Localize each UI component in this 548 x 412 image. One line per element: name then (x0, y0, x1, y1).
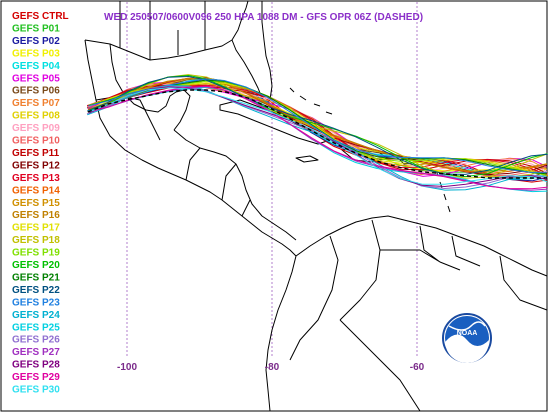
legend-item-18: GEFS P18 (12, 235, 60, 246)
legend-item-24: GEFS P24 (12, 310, 60, 321)
legend-item-7: GEFS P07 (12, 98, 60, 109)
gfs-opr-dashed-contour (87, 89, 547, 179)
us-gulf-coast (84, 0, 249, 61)
legend-item-8: GEFS P08 (12, 111, 60, 122)
longitude-labels: -100 -80 -60 (117, 362, 425, 373)
svg-text:NOAA: NOAA (457, 330, 478, 337)
legend-item-1: GEFS P01 (12, 23, 60, 34)
legend-item-5: GEFS P05 (12, 73, 60, 84)
legend-item-4: GEFS P04 (12, 61, 60, 72)
ensemble-contours (86, 74, 548, 193)
ensemble-contour-29 (87, 85, 548, 190)
ensemble-contour-26 (86, 85, 547, 190)
legend-item-13: GEFS P13 (12, 173, 60, 184)
caribbean-coast-ca (173, 129, 297, 241)
bahamas (289, 87, 333, 115)
ensemble-contour-27 (87, 86, 548, 191)
ensemble-contour-22 (87, 75, 548, 175)
lon-label-2: -60 (410, 362, 425, 373)
ensemble-contour-30 (88, 87, 548, 185)
legend-item-20: GEFS P20 (12, 260, 60, 271)
legend-item-0: GEFS CTRL (12, 11, 69, 22)
legend-item-9: GEFS P09 (12, 123, 60, 134)
legend-item-29: GEFS P29 (12, 372, 60, 383)
mexico-pacific-coast (84, 39, 187, 181)
noaa-logo: NOAA (442, 313, 492, 364)
legend-item-17: GEFS P17 (12, 223, 60, 234)
legend-item-22: GEFS P22 (12, 285, 60, 296)
legend-item-12: GEFS P12 (12, 160, 60, 171)
lon-label-0: -100 (117, 362, 137, 373)
sa-borders (289, 219, 548, 412)
legend-item-19: GEFS P19 (12, 248, 60, 259)
mexico-borders (95, 95, 251, 217)
legend-item-26: GEFS P26 (12, 335, 60, 346)
legend-item-10: GEFS P10 (12, 136, 60, 147)
legend-item-2: GEFS P02 (12, 36, 60, 47)
south-america-coast (295, 215, 548, 277)
legend-item-23: GEFS P23 (12, 297, 60, 308)
jamaica (295, 155, 319, 163)
legend-item-15: GEFS P15 (12, 198, 60, 209)
legend-item-21: GEFS P21 (12, 272, 60, 283)
legend-item-16: GEFS P16 (12, 210, 60, 221)
longitude-grid (126, 2, 418, 356)
legend-item-27: GEFS P27 (12, 347, 60, 358)
legend-item-30: GEFS P30 (12, 385, 60, 396)
south-america-west-coast (265, 255, 297, 412)
legend-item-28: GEFS P28 (12, 360, 60, 371)
lesser-antilles (435, 169, 451, 213)
legend-item-11: GEFS P11 (12, 148, 60, 159)
lon-label-1: -80 (265, 362, 280, 373)
legend-item-14: GEFS P14 (12, 185, 60, 196)
legend-item-3: GEFS P03 (12, 48, 60, 59)
legend-item-6: GEFS P06 (12, 86, 60, 97)
ensemble-contour-24 (87, 84, 547, 191)
us-inland (119, 1, 206, 60)
ensemble-contour-14 (87, 77, 547, 175)
mexico-gulf-coast (109, 43, 191, 131)
map-title: WED 250507/0600V096 250 HPA 1088 DM - GF… (104, 12, 423, 23)
ensemble-contour-25 (87, 86, 548, 193)
central-america (185, 179, 297, 257)
legend-item-25: GEFS P25 (12, 322, 60, 333)
